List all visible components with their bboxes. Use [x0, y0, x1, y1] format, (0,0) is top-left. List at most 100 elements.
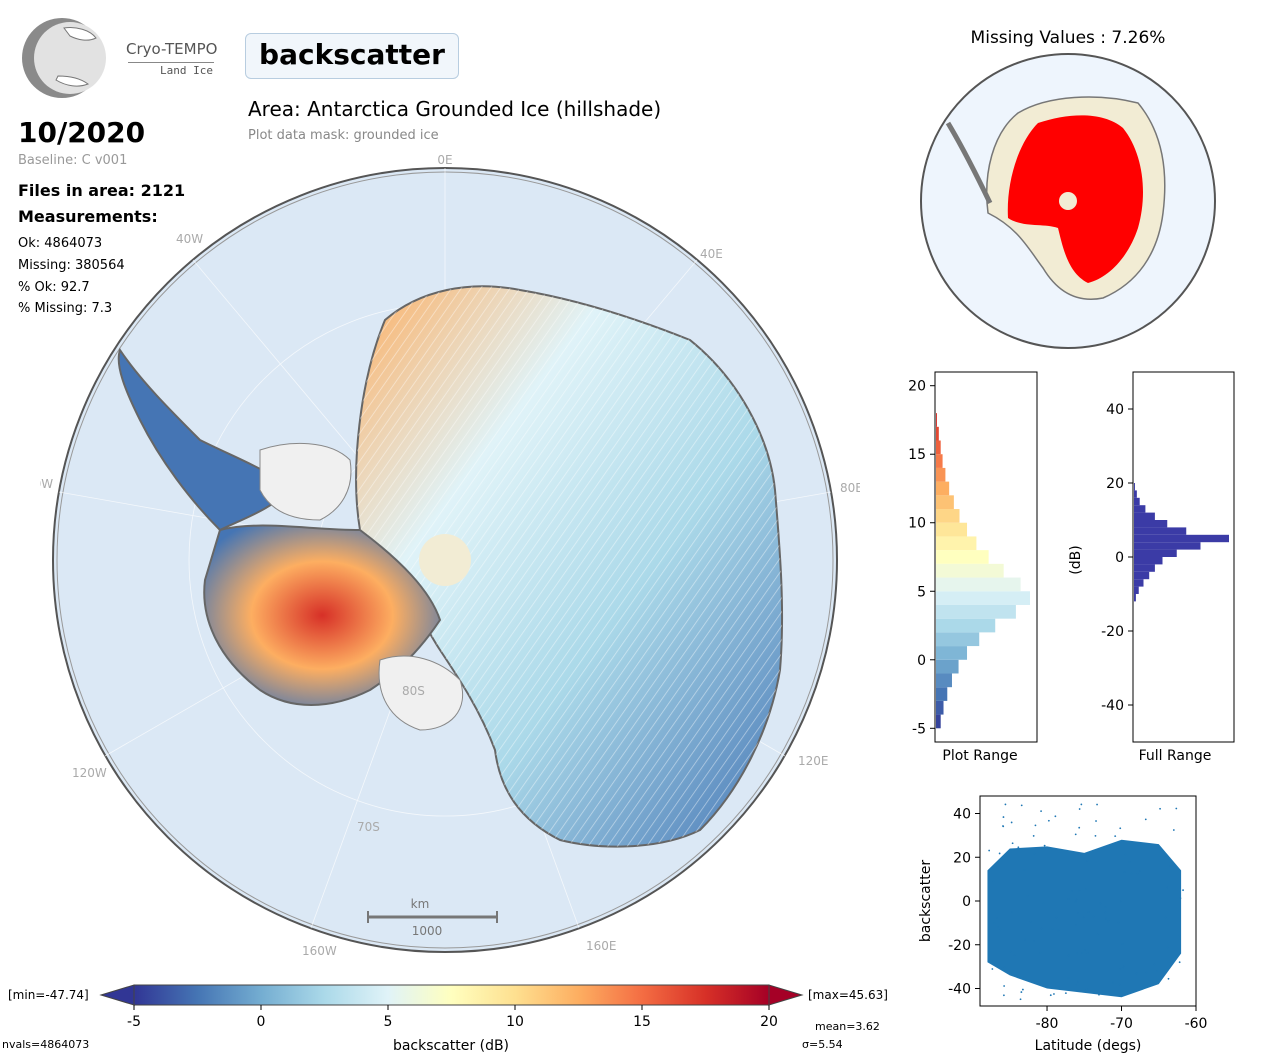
- scatter-point: [1017, 846, 1020, 849]
- scatter-point: [1067, 898, 1070, 900]
- missing-peninsula: [945, 121, 993, 205]
- scatter-ytick-label: -40: [948, 982, 971, 998]
- hist1-tick-label: -5: [912, 721, 926, 737]
- scatter-point: [1080, 803, 1083, 806]
- latitude-scatter-plot: -80 -70 -60 40 20 0 -20 -40 backscatter Latitud…: [918, 795, 1208, 1054]
- lon-label-80w: 80W: [40, 477, 53, 491]
- scatter-point: [1032, 940, 1035, 943]
- scatter-point: [1179, 897, 1182, 900]
- scatter-point: [1156, 969, 1158, 972]
- sigma-label: σ=5.54: [802, 1038, 843, 1051]
- lon-label-160w: 160W: [302, 944, 337, 958]
- hist2-bar: [1134, 579, 1144, 587]
- scale-unit: km: [411, 897, 430, 911]
- ronne-ice-shelf: [259, 442, 352, 521]
- scatter-point: [1117, 921, 1120, 924]
- scatter-point: [1085, 988, 1088, 991]
- hist1-tick-label: 5: [917, 584, 926, 600]
- scatter-point: [1086, 952, 1089, 955]
- scatter-point: [1023, 869, 1026, 871]
- hist1-bar: [936, 632, 980, 647]
- hist1-bar: [936, 646, 968, 660]
- antarctica-map: 0E 40E 80E 120E 160E 160W 120W 80W 40W 8…: [40, 153, 860, 958]
- logo-title: Cryo-TEMPO: [126, 40, 218, 58]
- colorbar-tick-label: 0: [257, 1014, 266, 1030]
- hist2-bar: [1134, 512, 1155, 520]
- scatter-point: [1114, 835, 1117, 838]
- stat-missing: Missing: 380564: [18, 258, 125, 273]
- hist1-tick-label: 0: [917, 653, 926, 669]
- scatter-point: [1010, 911, 1013, 913]
- hist2-bar: [1134, 571, 1150, 580]
- scatter-point: [1112, 981, 1114, 984]
- scatter-point: [1130, 872, 1133, 875]
- scatter-point: [1104, 911, 1107, 914]
- missing-values-map: [920, 53, 1216, 349]
- colorbar-max-label: [max=45.63]: [808, 988, 888, 1002]
- scatter-point: [1159, 807, 1161, 810]
- hist1-bar: [936, 495, 954, 510]
- colorbar-tick-label: 20: [760, 1014, 778, 1030]
- hist1-frame: [934, 371, 1038, 743]
- hist1-bar: [936, 563, 1004, 578]
- hist2-tick-label: 0: [1115, 550, 1124, 566]
- scatter-ytick-label: 20: [953, 850, 971, 866]
- scatter-point: [1096, 933, 1099, 936]
- scatter-point: [1164, 856, 1166, 859]
- scatter-point: [1164, 916, 1167, 919]
- hist1-bar: [936, 604, 1016, 619]
- lon-label-160e: 160E: [586, 939, 617, 953]
- scatter-point: [1121, 943, 1124, 946]
- scatter-point: [1135, 972, 1138, 975]
- scatter-point: [1124, 853, 1127, 856]
- scatter-point-cloud: [987, 839, 1182, 998]
- cryo-tempo-logo: Cryo-TEMPO Land Ice: [18, 16, 217, 102]
- scatter-point: [1087, 911, 1090, 913]
- scatter-point: [987, 927, 990, 930]
- hist2-bar: [1134, 594, 1136, 602]
- scatter-point: [1145, 971, 1148, 974]
- scatter-xtick-label: -60: [1185, 1016, 1208, 1032]
- hist2-bar: [1134, 586, 1139, 594]
- scatter-point: [1144, 818, 1147, 821]
- hist1-tick-label: 20: [908, 379, 926, 395]
- scatter-point: [1092, 915, 1095, 918]
- area-title: Area: Antarctica Grounded Ice (hillshade…: [248, 97, 662, 121]
- scatter-point: [1077, 853, 1080, 855]
- hist2-bar: [1134, 549, 1177, 557]
- hist1-bar: [936, 454, 943, 468]
- mean-label: mean=3.62: [815, 1020, 880, 1033]
- scatter-point: [1076, 952, 1078, 955]
- scatter-point: [1078, 826, 1081, 829]
- scatter-point: [1178, 961, 1181, 964]
- scatter-point: [1084, 949, 1086, 951]
- hist1-bar: [936, 440, 941, 455]
- hist1-bar: [936, 659, 959, 674]
- logo-divider: [128, 62, 214, 63]
- scatter-point: [1051, 928, 1054, 930]
- scatter-ytick-label: 0: [962, 894, 971, 910]
- scatter-point: [1021, 988, 1024, 991]
- hist2-tick-label: 40: [1106, 402, 1124, 418]
- stat-pct-missing: % Missing: 7.3: [18, 301, 113, 316]
- hist1-bar: [936, 413, 937, 427]
- scatter-point: [1003, 985, 1006, 987]
- scatter-point: [1077, 980, 1079, 983]
- scatter-point: [1067, 977, 1070, 979]
- scatter-point: [1104, 906, 1107, 908]
- scatter-ytick-label: -20: [948, 938, 971, 954]
- scatter-point: [1002, 994, 1005, 997]
- colorbar-gradient: [133, 984, 770, 1006]
- stat-ok: Ok: 4864073: [18, 236, 103, 251]
- scatter-point: [1020, 804, 1023, 807]
- scatter-xtick-label: -70: [1110, 1016, 1133, 1032]
- scatter-point: [1032, 835, 1035, 837]
- lon-label-40w: 40W: [176, 232, 203, 246]
- hist1-bar: [936, 522, 968, 537]
- scatter-point: [1054, 815, 1057, 818]
- hist1-bar: [936, 700, 944, 715]
- logo-subtitle: Land Ice: [160, 64, 213, 77]
- scatter-point: [1019, 998, 1022, 1001]
- scatter-point: [1077, 912, 1079, 914]
- colorbar-max-arrow: [768, 984, 804, 1006]
